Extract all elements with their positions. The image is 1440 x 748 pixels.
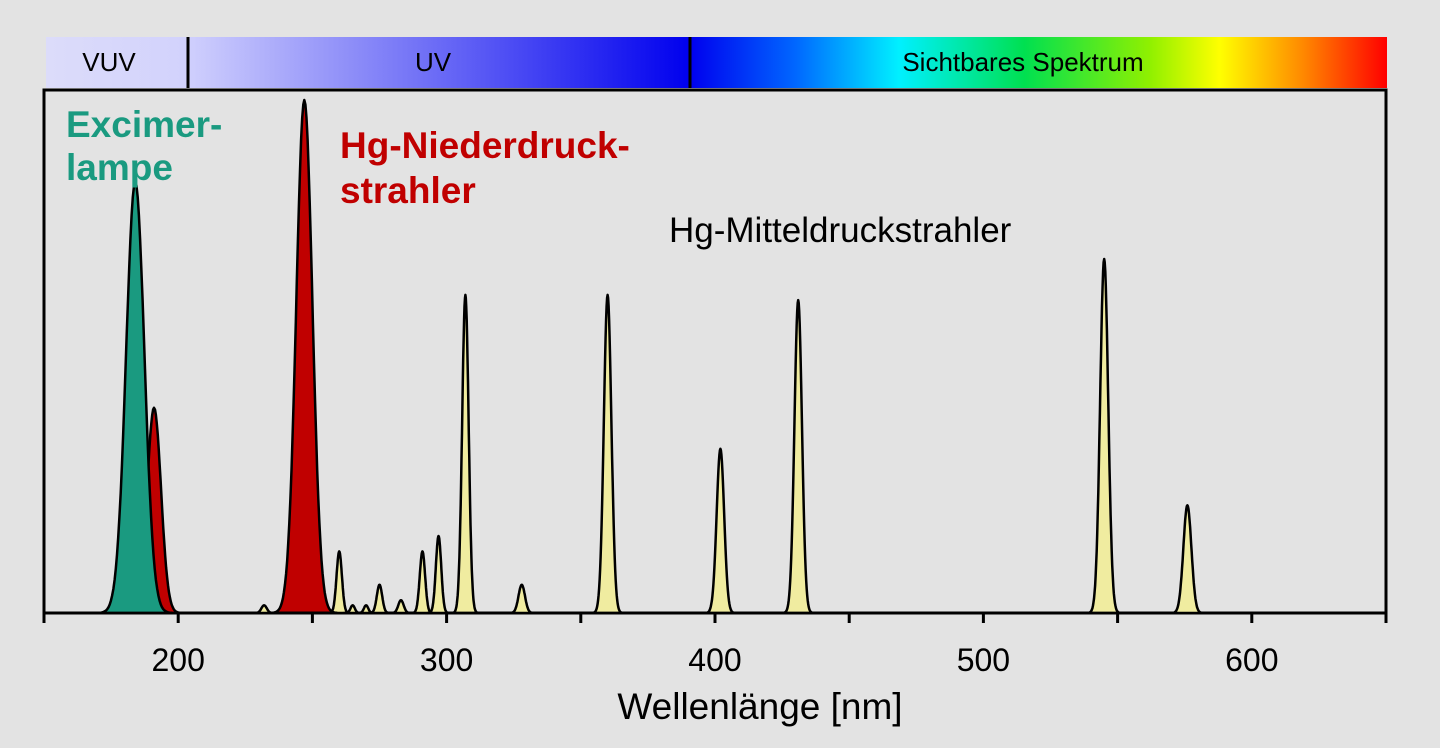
band-label-uv: UV [415, 47, 452, 77]
x-axis-title: Wellenlänge [nm] [617, 686, 902, 727]
spectrum-band-bar: VUV UV Sichtbares Spektrum [46, 37, 1387, 88]
peak-1-1 [270, 98, 338, 615]
excimer-label-line-1: Excimer- [66, 104, 222, 145]
peak-2-5 [367, 583, 392, 615]
peaks-layer [97, 98, 1205, 615]
peak-0-0 [97, 180, 174, 615]
peak-2-8 [426, 534, 451, 615]
hg-medium-pressure-label: Hg-Mitteldruckstrahler [669, 211, 1012, 250]
peak-2-10 [507, 583, 536, 615]
peak-2-2 [327, 550, 352, 615]
peak-2-11 [591, 293, 624, 615]
x-tick-label: 500 [957, 642, 1010, 678]
x-tick-label: 400 [688, 642, 741, 678]
peak-2-14 [1086, 257, 1122, 615]
x-axis: 200 300 400 500 600 [42, 613, 1388, 678]
excimer-label-line-2: lampe [66, 147, 173, 188]
vuv-band [46, 37, 188, 88]
peak-2-6 [388, 598, 413, 615]
series-labels: Excimer- lampe Hg-Niederdruck- strahler … [66, 104, 1012, 250]
peak-2-9 [451, 293, 480, 615]
x-tick-label: 300 [420, 642, 473, 678]
x-tick-label: 200 [152, 642, 205, 678]
uv-band [188, 37, 690, 88]
band-label-visible: Sichtbares Spektrum [902, 47, 1143, 77]
visible-band [690, 37, 1387, 88]
hg-low-pressure-label-line-2: strahler [340, 170, 476, 211]
peak-2-7 [410, 550, 435, 615]
peak-2-13 [781, 298, 815, 615]
x-tick-label: 600 [1225, 642, 1278, 678]
band-label-vuv: VUV [82, 47, 136, 77]
peak-2-12 [704, 447, 737, 615]
hg-low-pressure-label-line-1: Hg-Niederdruck- [340, 125, 630, 166]
peak-2-15 [1170, 504, 1205, 615]
